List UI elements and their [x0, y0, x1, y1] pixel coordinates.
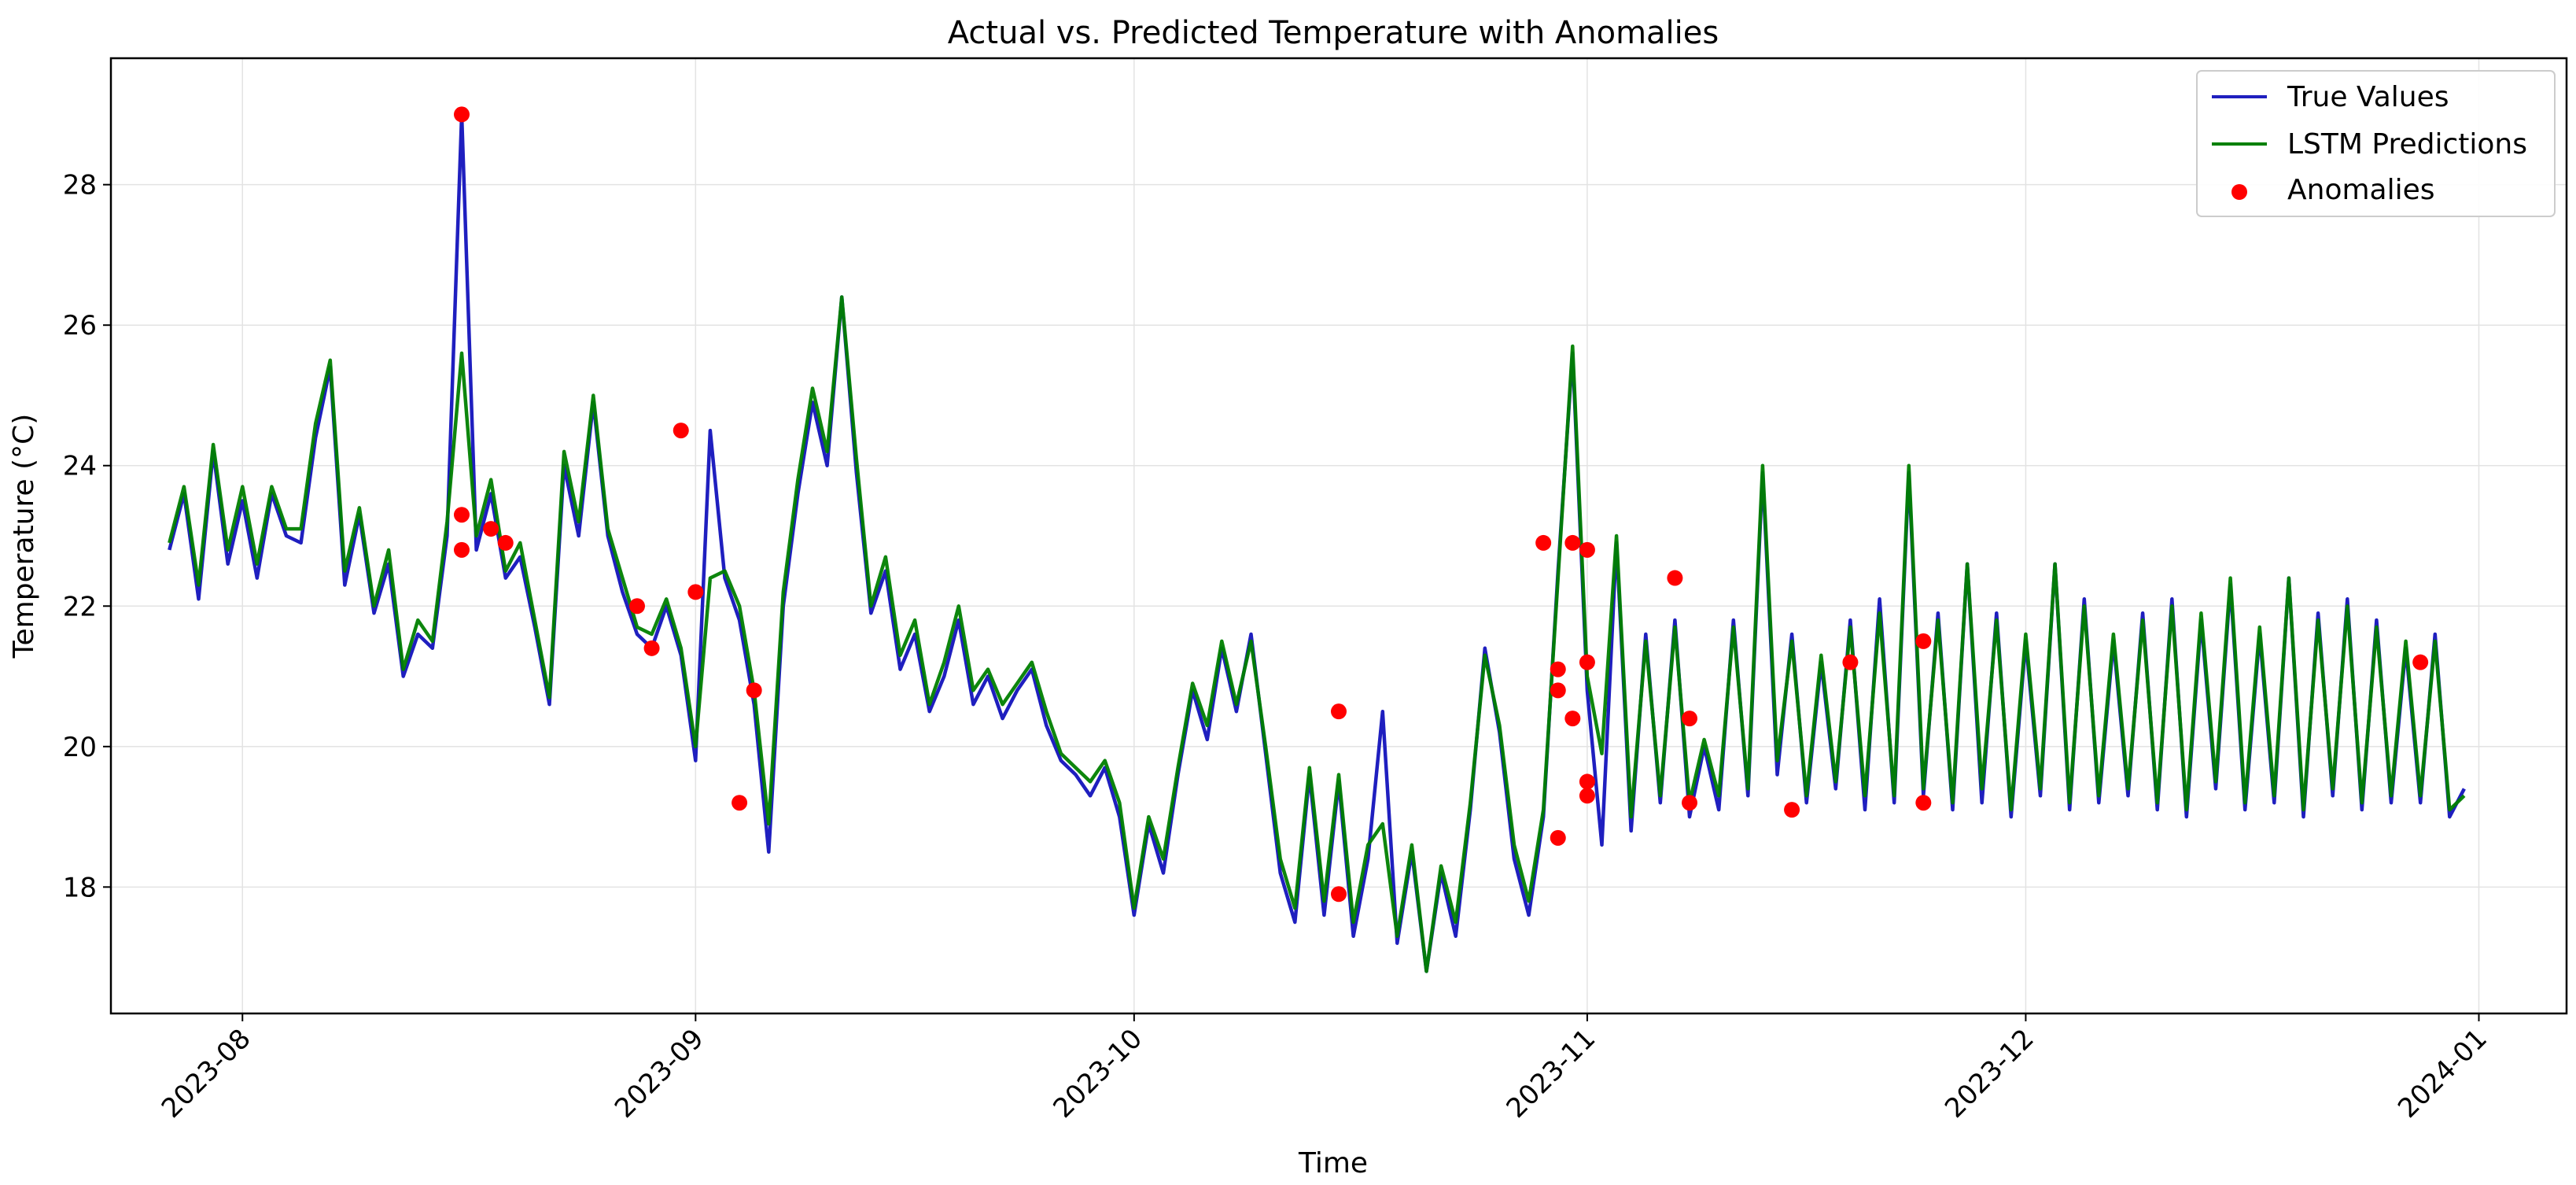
y-tick-label: 18 [63, 872, 97, 903]
anomaly-point [673, 423, 689, 439]
x-tick-label: 2023-10 [1047, 1023, 1148, 1124]
anomaly-point [1682, 795, 1697, 811]
y-tick-label: 20 [63, 732, 97, 763]
legend-anomaly-label: Anomalies [2287, 174, 2435, 206]
anomaly-point [1579, 773, 1595, 790]
anomaly-point [454, 507, 470, 523]
anomaly-point [483, 521, 499, 537]
y-tick-label: 28 [63, 170, 97, 201]
anomaly-point [746, 682, 762, 699]
y-tick-label: 22 [63, 591, 97, 622]
anomaly-point [1550, 682, 1566, 699]
legend-pred-label: LSTM Predictions [2287, 128, 2527, 161]
x-axis-label: Time [1298, 1147, 1368, 1179]
anomaly-point [1331, 703, 1347, 720]
anomaly-point [687, 584, 704, 600]
y-tick-label: 26 [63, 310, 97, 341]
anomaly-point [1564, 534, 1581, 551]
y-tick-label: 24 [63, 451, 97, 482]
x-tick-label: 2023-11 [1501, 1023, 1602, 1124]
anomaly-point [1579, 654, 1595, 670]
anomaly-point [1331, 886, 1347, 903]
x-tick-label: 2024-01 [2392, 1023, 2493, 1124]
axis-ticks: 18 20 22 24 26 28 2023-08 2023-09 2023-10 2023-11… [63, 170, 2493, 1124]
grid-lines [111, 58, 2567, 1013]
legend-true-label: True Values [2287, 81, 2449, 113]
anomaly-layer [454, 106, 2429, 903]
anomaly-point [1915, 795, 1932, 811]
anomaly-point [1550, 829, 1566, 846]
anomaly-point [2412, 654, 2429, 670]
anomaly-point [1784, 802, 1800, 818]
legend-box [2196, 70, 2556, 217]
anomaly-point [1564, 711, 1581, 727]
anomaly-point [1842, 654, 1859, 670]
anomaly-point [1550, 661, 1566, 677]
x-tick-label: 2023-09 [609, 1023, 710, 1124]
x-tick-label: 2023-08 [156, 1023, 257, 1124]
anomaly-point [643, 640, 660, 656]
chart-title: Actual vs. Predicted Temperature with An… [948, 15, 1719, 51]
anomaly-point [454, 106, 470, 123]
anomaly-point [454, 541, 470, 558]
legend-anomaly-swatch [2231, 184, 2247, 200]
anomaly-point [732, 795, 748, 811]
series-layer [168, 113, 2466, 973]
anomaly-point [1579, 541, 1595, 558]
x-tick-label: 2023-12 [1939, 1023, 2040, 1124]
anomaly-point [1667, 570, 1683, 586]
anomaly-point [1682, 711, 1697, 727]
lstm-predictions-line [168, 295, 2466, 973]
legend: True Values LSTM Predictions Anomalies [2196, 70, 2556, 217]
y-axis-label: Temperature (°C) [8, 414, 40, 659]
anomaly-point [1915, 633, 1932, 649]
anomaly-point [629, 598, 645, 615]
anomaly-point [497, 534, 514, 551]
anomaly-point [1579, 788, 1595, 804]
anomaly-point [1535, 534, 1552, 551]
plot-frame [109, 57, 2568, 1015]
